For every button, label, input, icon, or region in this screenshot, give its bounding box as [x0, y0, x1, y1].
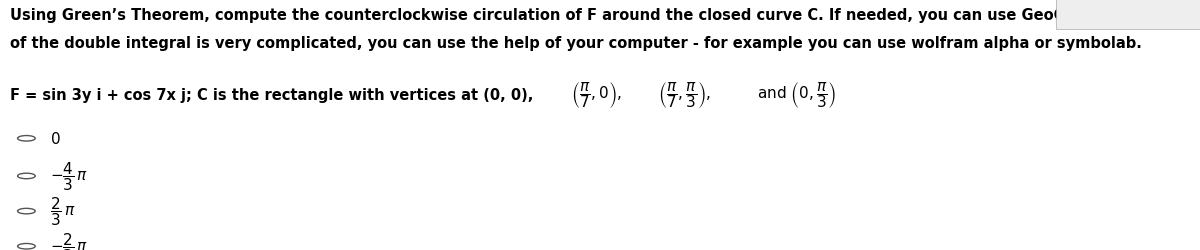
Text: $-\dfrac{2}{3}\,\pi$: $-\dfrac{2}{3}\,\pi$ — [50, 230, 89, 250]
Text: $\dfrac{2}{3}\,\pi$: $\dfrac{2}{3}\,\pi$ — [50, 195, 76, 228]
Text: $0$: $0$ — [50, 131, 61, 147]
Text: $\left(\dfrac{\pi}{7}, \dfrac{\pi}{3}\right)$,: $\left(\dfrac{\pi}{7}, \dfrac{\pi}{3}\ri… — [658, 80, 710, 110]
Text: F = sin 3y i + cos 7x j; C is the rectangle with vertices at (0, 0),: F = sin 3y i + cos 7x j; C is the rectan… — [10, 88, 533, 102]
Text: Using Green’s Theorem, compute the counterclockwise circulation of F around the : Using Green’s Theorem, compute the count… — [10, 8, 1200, 22]
Text: $-\dfrac{4}{3}\,\pi$: $-\dfrac{4}{3}\,\pi$ — [50, 160, 89, 192]
Text: $\left(\dfrac{\pi}{7}, 0\right)$,: $\left(\dfrac{\pi}{7}, 0\right)$, — [571, 80, 622, 110]
Text: of the double integral is very complicated, you can use the help of your compute: of the double integral is very complicat… — [10, 36, 1141, 51]
Bar — [1056, 0, 1200, 30]
Text: and $\left(0, \dfrac{\pi}{3}\right)$: and $\left(0, \dfrac{\pi}{3}\right)$ — [757, 80, 836, 110]
